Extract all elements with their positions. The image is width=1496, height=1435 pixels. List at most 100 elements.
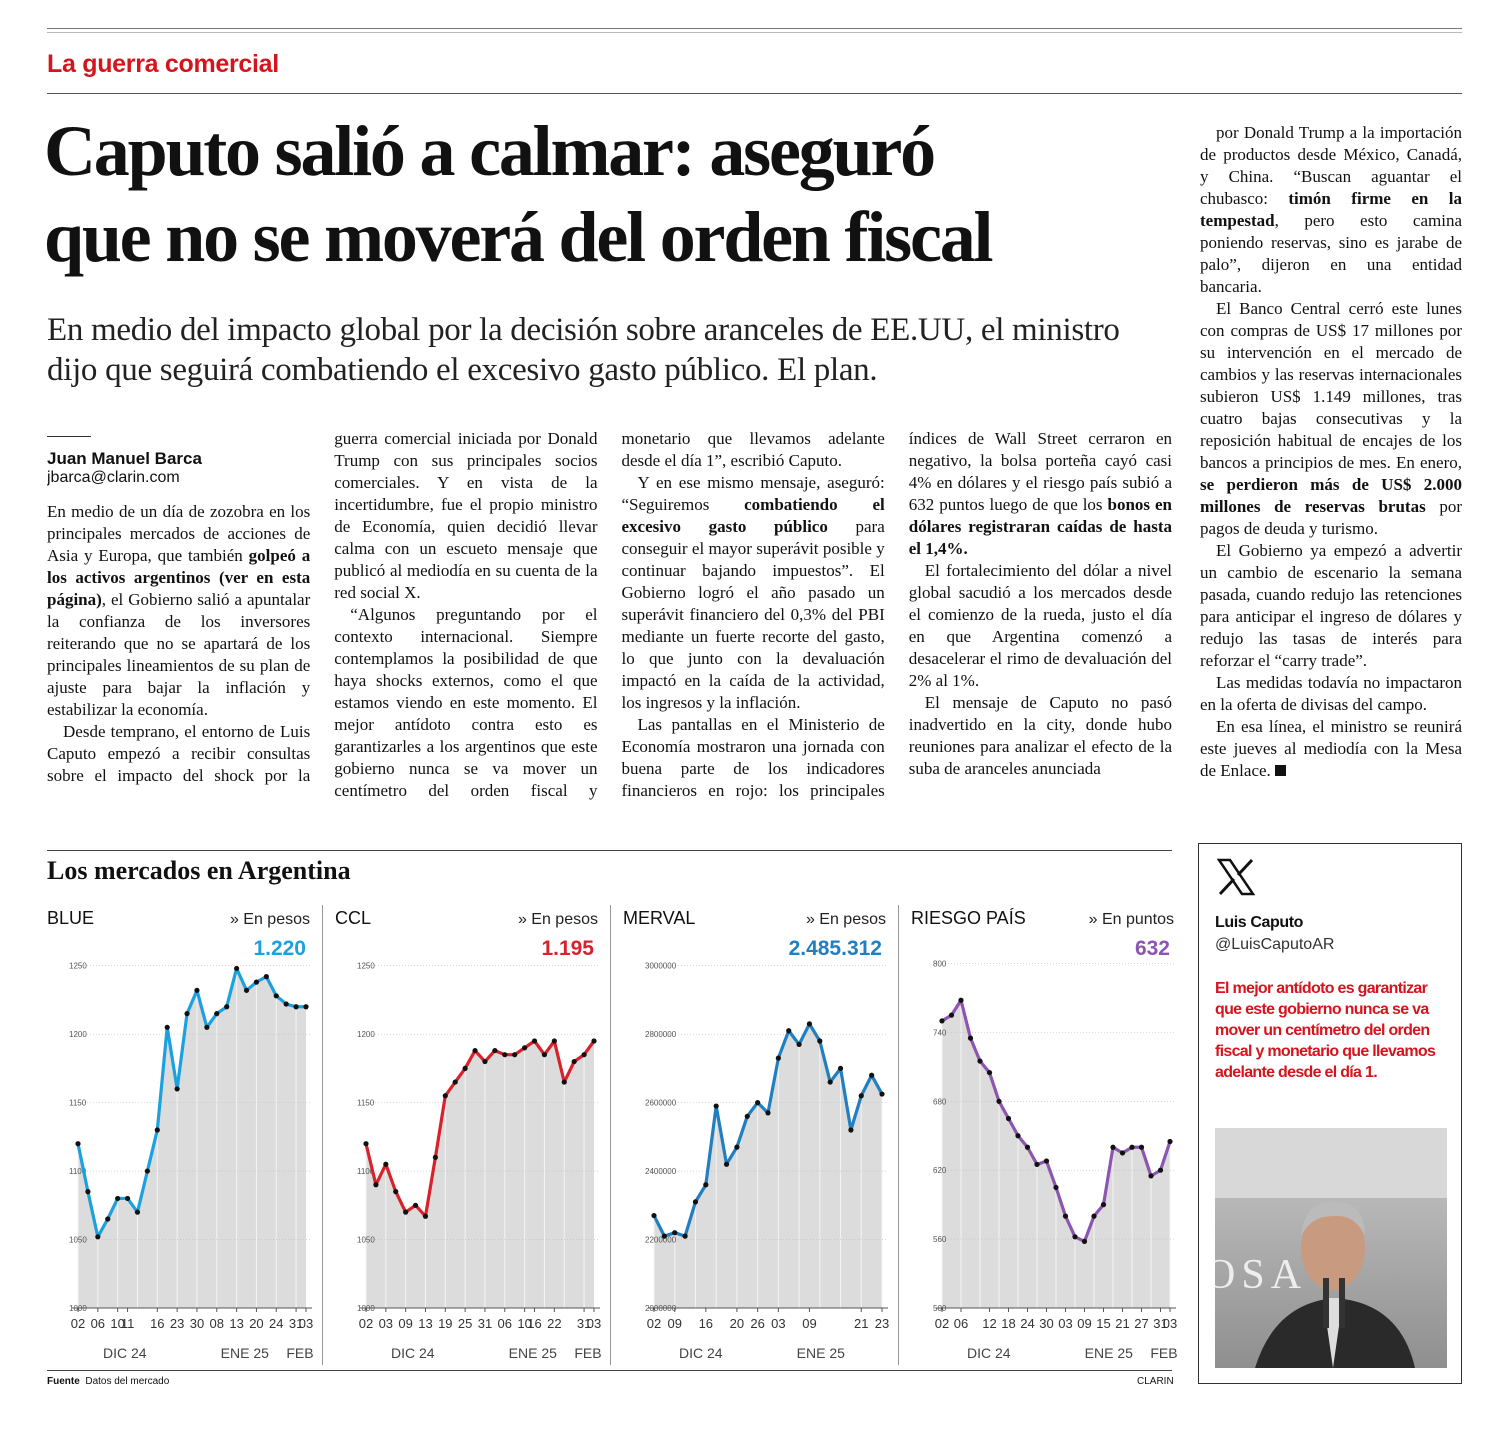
point <box>1100 1202 1107 1208</box>
y-tick-label: 680 <box>933 1097 947 1106</box>
x-tick-label: 09 <box>802 1316 816 1331</box>
chart-title: RIESGO PAÍS <box>911 908 1026 928</box>
infographic-rule <box>47 1370 1172 1371</box>
point <box>806 1021 813 1027</box>
point <box>115 1195 121 1202</box>
text-run: Y en ese mismo mensaje, aseguró: “Seguir… <box>621 473 885 514</box>
photo: OSA <box>1215 1128 1447 1368</box>
text-run: por Donald Trump a la importación de pro… <box>1200 123 1462 208</box>
point <box>1024 1144 1031 1150</box>
x-tick-label: 21 <box>854 1316 868 1331</box>
current-value: 632 <box>1135 937 1170 960</box>
top-rule <box>47 28 1462 29</box>
x-tick-label: 19 <box>438 1316 452 1331</box>
point <box>1005 1115 1012 1122</box>
point <box>214 1011 220 1017</box>
point <box>363 1141 369 1147</box>
point <box>541 1052 548 1058</box>
point <box>848 1127 854 1133</box>
point <box>661 1233 667 1239</box>
x-tick-label: 30 <box>190 1316 204 1331</box>
source: Fuente Datos del mercado <box>47 1376 169 1387</box>
x-tick-label: 27 <box>1134 1316 1148 1331</box>
x-tick-label: 20 <box>730 1316 744 1331</box>
text-run: Las medidas todavía no impactaron en la … <box>1200 673 1462 714</box>
text-run: Las pantallas en el Ministerio de Econom… <box>621 429 1173 800</box>
chart-panel: CCL» En pesos1.1951000105011001150120012… <box>328 900 613 1370</box>
x-tick-label: 11 <box>121 1316 135 1331</box>
point <box>1062 1213 1069 1219</box>
point <box>134 1209 141 1215</box>
point <box>1129 1144 1135 1150</box>
svg-text:OSA: OSA <box>1215 1252 1307 1298</box>
y-tick-label: 2400000 <box>645 1167 677 1176</box>
x-tick-label: 16 <box>699 1316 713 1331</box>
y-tick-label: 800 <box>933 959 947 968</box>
point <box>765 1110 771 1116</box>
point <box>164 1024 170 1030</box>
x-tick-label: 03 <box>299 1316 313 1331</box>
paragraph: En medio de un día de zozobra en los pri… <box>47 501 310 721</box>
paragraph: Las pantallas en el Ministerio de Econom… <box>622 428 1173 803</box>
bold-text: combatiendo el excesivo gasto público <box>621 495 885 536</box>
tweet-box: Luis Caputo @LuisCaputoAR El mejor antíd… <box>1198 843 1462 1384</box>
x-tick-label: 02 <box>647 1316 661 1331</box>
y-tick-label: 560 <box>933 1235 947 1244</box>
infographic-rule <box>47 850 1172 851</box>
x-tick-label: 24 <box>1020 1316 1034 1331</box>
headline-line: Caputo salió a calmar: aseguró <box>44 111 936 191</box>
point <box>703 1182 709 1188</box>
line-chart: MERVAL» En pesos2.485.312200000022000002… <box>623 908 889 1361</box>
point <box>986 1069 993 1076</box>
point <box>522 1045 528 1051</box>
point <box>85 1189 91 1195</box>
x-tick-label: 26 <box>750 1316 764 1331</box>
chart-panel: BLUE» En pesos1.220100010501100115012001… <box>40 900 325 1370</box>
paragraph: En esa línea, el ministro se reunirá est… <box>1200 716 1462 782</box>
point <box>283 1001 289 1007</box>
x-tick-label: 06 <box>498 1316 512 1331</box>
point <box>124 1195 131 1202</box>
article-continuation: por Donald Trump a la importación de pro… <box>1200 122 1462 782</box>
x-tick-label: 03 <box>1058 1316 1072 1331</box>
x-tick-label: 02 <box>359 1316 373 1331</box>
headline: Caputo salió a calmar: aseguró que no se… <box>44 108 1194 280</box>
point <box>827 1079 833 1085</box>
point <box>303 1004 309 1010</box>
point <box>472 1047 478 1054</box>
point <box>194 987 200 993</box>
area <box>78 968 306 1308</box>
text-run: “Algunos preguntando por el contexto int… <box>334 429 885 800</box>
chart-panel: MERVAL» En pesos 2.485.312 2000000 2200000 2… <box>616 900 901 1370</box>
y-tick-label: 1150 <box>357 1099 375 1108</box>
month-label: DIC 24 <box>679 1345 723 1361</box>
panel-divider <box>322 905 323 1365</box>
point <box>682 1233 688 1239</box>
point <box>462 1065 468 1071</box>
month-label: DIC 24 <box>103 1345 147 1361</box>
line <box>364 1039 596 1218</box>
point <box>512 1052 518 1058</box>
x-tick-label: 02 <box>935 1316 949 1331</box>
x-tick-label: 21 <box>1115 1316 1129 1331</box>
point <box>95 1234 101 1240</box>
y-tick-label: 1150 <box>69 1099 87 1108</box>
point <box>492 1047 498 1054</box>
point <box>744 1113 750 1119</box>
point <box>1148 1173 1154 1179</box>
point <box>1119 1150 1126 1156</box>
point <box>75 1141 81 1147</box>
chart-title: BLUE <box>47 908 94 928</box>
bold-text: golpeó a los activos argentinos (ver en … <box>47 546 311 609</box>
point <box>432 1154 438 1160</box>
point <box>273 993 279 999</box>
y-tick-label: 1050 <box>357 1236 375 1245</box>
text-run: En medio de un día de zozobra en los pri… <box>47 502 311 565</box>
text-run: por pagos de deuda y turismo. <box>1200 497 1462 538</box>
point <box>1043 1158 1050 1164</box>
text-run: , pero esto camina poniendo reservas, si… <box>1200 211 1462 296</box>
x-tick-label: 24 <box>269 1316 283 1331</box>
article-body: Juan Manuel Barca jbarca@clarin.com En m… <box>47 428 1172 803</box>
unit-text: En pesos <box>819 911 886 928</box>
